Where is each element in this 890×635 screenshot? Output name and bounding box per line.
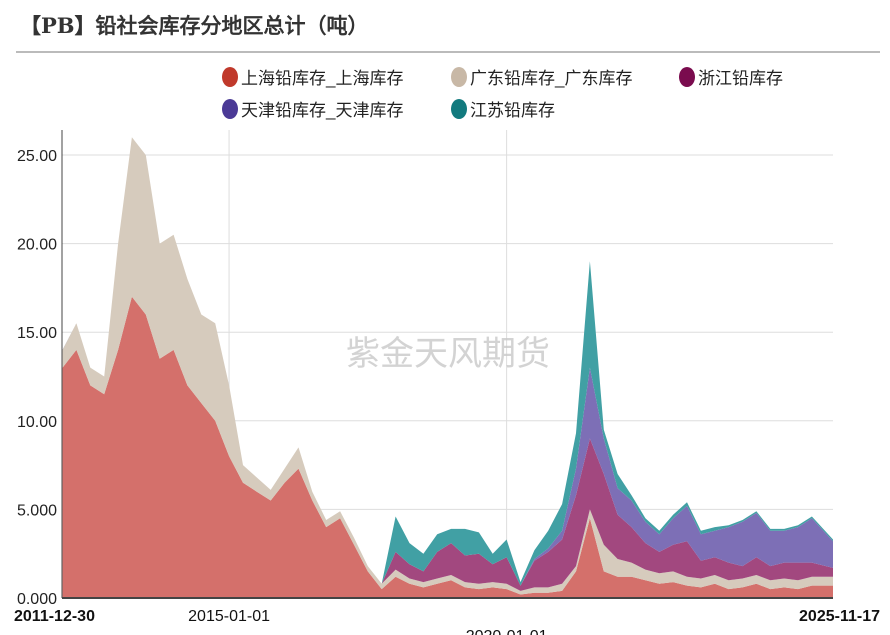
legend-dot-icon — [451, 98, 467, 119]
title-divider — [16, 51, 880, 53]
x-tick-label: 2025-11-17 — [799, 608, 880, 625]
area-series-1 — [62, 296, 834, 598]
x-tick-label: 2020-01-01 — [466, 628, 548, 635]
legend-item[interactable]: 天津铅库存_天津库存 — [222, 96, 403, 121]
legend-item[interactable]: 上海铅库存_上海库存 — [222, 64, 403, 89]
legend-item[interactable]: 江苏铅库存 — [451, 96, 555, 121]
legend-label: 天津铅库存_天津库存 — [241, 101, 404, 120]
legend-item[interactable]: 浙江铅库存 — [679, 64, 783, 89]
legend-label: 浙江铅库存 — [698, 69, 783, 88]
y-tick-label: 20.00 — [17, 237, 57, 254]
y-tick-label: 10.00 — [17, 414, 57, 431]
y-tick-label: 25.00 — [17, 148, 57, 165]
y-tick-label: 5.000 — [17, 502, 57, 519]
legend-dot-icon — [222, 66, 238, 87]
area-series-2 — [62, 137, 834, 595]
legend-dot-icon — [679, 66, 695, 87]
area-series-4 — [62, 137, 834, 586]
legend-label: 上海铅库存_上海库存 — [241, 69, 404, 88]
legend-dot-icon — [451, 66, 467, 87]
y-tick-label: 15.00 — [17, 325, 57, 342]
x-tick-label: 2015-01-01 — [188, 608, 270, 625]
legend-label: 江苏铅库存 — [470, 101, 555, 120]
chart-title: 【PB】铅社会库存分地区总计（吨） — [20, 13, 369, 38]
legend-dot-icon — [222, 98, 238, 119]
legend-item[interactable]: 广东铅库存_广东库存 — [451, 64, 632, 89]
watermark: 紫金天风期货 — [346, 335, 550, 373]
legend-label: 广东铅库存_广东库存 — [470, 69, 633, 88]
x-tick-label: 2011-12-30 — [14, 608, 95, 625]
y-tick-label: 0.000 — [17, 591, 57, 608]
